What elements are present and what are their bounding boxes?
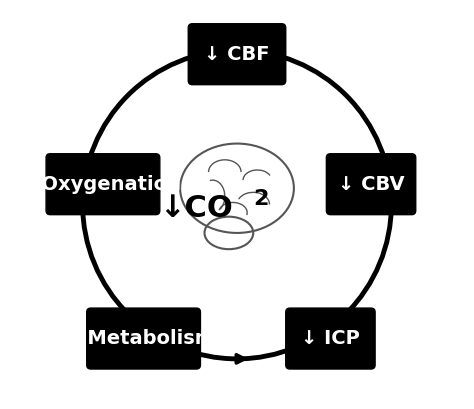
Text: ↓ CBV: ↓ CBV (338, 175, 404, 194)
FancyBboxPatch shape (286, 308, 375, 369)
FancyBboxPatch shape (188, 24, 286, 85)
FancyBboxPatch shape (87, 308, 201, 369)
Text: 2: 2 (253, 189, 269, 209)
FancyBboxPatch shape (327, 154, 416, 215)
Text: ↓CO: ↓CO (159, 194, 233, 223)
Text: ↑Metabolism: ↑Metabolism (72, 329, 216, 348)
Text: ↓Oxygenation: ↓Oxygenation (25, 175, 181, 194)
Text: ↓ CBF: ↓ CBF (204, 45, 270, 64)
Text: ↓ ICP: ↓ ICP (301, 329, 360, 348)
FancyBboxPatch shape (46, 154, 160, 215)
